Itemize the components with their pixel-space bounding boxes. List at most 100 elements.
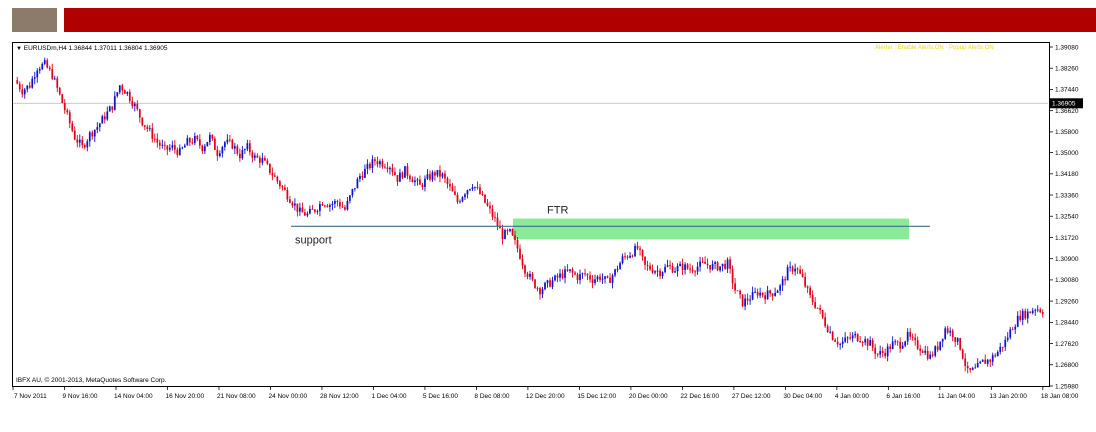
candle-body	[559, 273, 561, 278]
candle-body	[414, 180, 416, 183]
candle-body	[544, 282, 546, 290]
candle-body	[161, 144, 164, 146]
candle-body	[734, 283, 736, 291]
y-tick-label: 1.25980	[1055, 383, 1079, 390]
candle-body	[974, 367, 977, 369]
candle-body	[809, 287, 812, 296]
x-tick-label: 14 Nov 04:00	[114, 393, 153, 400]
dropdown-triangle-icon[interactable]: ▼	[16, 46, 22, 52]
candle-body	[101, 116, 104, 124]
candle-body	[16, 80, 19, 84]
candle-body	[601, 278, 604, 280]
header-banner	[64, 8, 1096, 32]
candle-body	[31, 78, 34, 88]
candle-body	[439, 170, 441, 177]
candle-body	[774, 292, 776, 296]
y-tick-label: 1.35800	[1055, 129, 1079, 136]
candle-body	[394, 172, 396, 176]
candle-body	[136, 103, 139, 110]
candle-body	[296, 203, 299, 212]
candle-body	[441, 173, 444, 177]
candle-body	[73, 130, 76, 140]
candle-body	[406, 166, 409, 176]
candle-body	[844, 337, 847, 342]
x-tick-label: 5 Dec 16:00	[423, 393, 458, 400]
y-tick-label: 1.37440	[1055, 87, 1079, 94]
candle-body	[66, 110, 69, 113]
y-tick-label: 1.29260	[1055, 298, 1079, 305]
candle-body	[238, 153, 241, 159]
candle-body	[906, 331, 909, 342]
candle-body	[656, 270, 659, 272]
candle-body	[624, 256, 626, 258]
candle-body	[78, 139, 81, 143]
candle-body	[846, 337, 849, 339]
candle-body	[636, 245, 639, 249]
candle-body	[451, 186, 454, 192]
candle-body	[909, 331, 912, 337]
candle-body	[38, 69, 41, 71]
candle-body	[71, 123, 74, 131]
candle-body	[936, 346, 939, 350]
candle-body	[28, 85, 31, 88]
candle-body	[98, 123, 101, 128]
candle-body	[794, 268, 797, 272]
candle-body	[619, 263, 621, 270]
candle-body	[56, 78, 59, 88]
x-tick-label: 18 Jan 08:00	[1041, 393, 1079, 400]
candle-body	[904, 341, 907, 346]
candle-body	[984, 359, 987, 364]
candle-body	[376, 161, 379, 165]
candle-body	[1011, 329, 1014, 331]
candle-body	[889, 346, 892, 349]
candle-body	[784, 279, 786, 281]
candle-body	[401, 172, 404, 178]
candle-body	[654, 271, 656, 273]
candle-body	[869, 340, 872, 346]
y-tick-label: 1.28440	[1055, 320, 1079, 327]
candle-body	[118, 85, 121, 93]
candle-body	[369, 163, 371, 168]
candle-body	[1024, 310, 1027, 319]
candle-body	[231, 139, 234, 149]
candle-body	[246, 143, 249, 150]
candle-body	[424, 178, 426, 187]
candle-body	[216, 149, 219, 156]
candle-body	[999, 346, 1002, 352]
candle-body	[253, 155, 256, 158]
copyright-text: IBFX AU, © 2001-2013, MetaQuotes Softwar…	[16, 377, 167, 384]
candle-body	[36, 70, 39, 78]
candle-body	[426, 174, 429, 179]
candle-body	[926, 350, 929, 359]
candle-body	[934, 346, 937, 356]
y-tick-label: 1.36620	[1055, 108, 1079, 115]
y-tick-label: 1.30900	[1055, 256, 1079, 263]
candle-body	[106, 111, 109, 120]
x-tick-label: 27 Dec 12:00	[732, 393, 771, 400]
candle-body	[233, 146, 236, 149]
candle-body	[349, 195, 351, 201]
candle-body	[311, 208, 314, 210]
candle-body	[549, 280, 551, 287]
candle-body	[679, 263, 681, 267]
candle-body	[1014, 326, 1017, 330]
candle-body	[23, 89, 26, 95]
candle-body	[816, 307, 819, 309]
candle-body	[856, 333, 859, 342]
candle-body	[141, 117, 144, 126]
candle-body	[213, 138, 216, 150]
x-tick-label: 21 Nov 08:00	[217, 393, 256, 400]
candle-body	[551, 280, 554, 287]
candle-body	[666, 265, 669, 267]
candle-body	[399, 172, 401, 182]
ftr-zone	[513, 218, 909, 240]
candle-body	[669, 265, 671, 267]
candle-body	[356, 179, 359, 189]
candle-body	[196, 135, 199, 140]
candle-body	[346, 200, 349, 210]
candle-body	[759, 292, 761, 296]
candle-body	[674, 271, 676, 273]
y-tick-label: 1.27620	[1055, 341, 1079, 348]
candle-body	[484, 194, 486, 203]
candle-body	[191, 142, 194, 144]
